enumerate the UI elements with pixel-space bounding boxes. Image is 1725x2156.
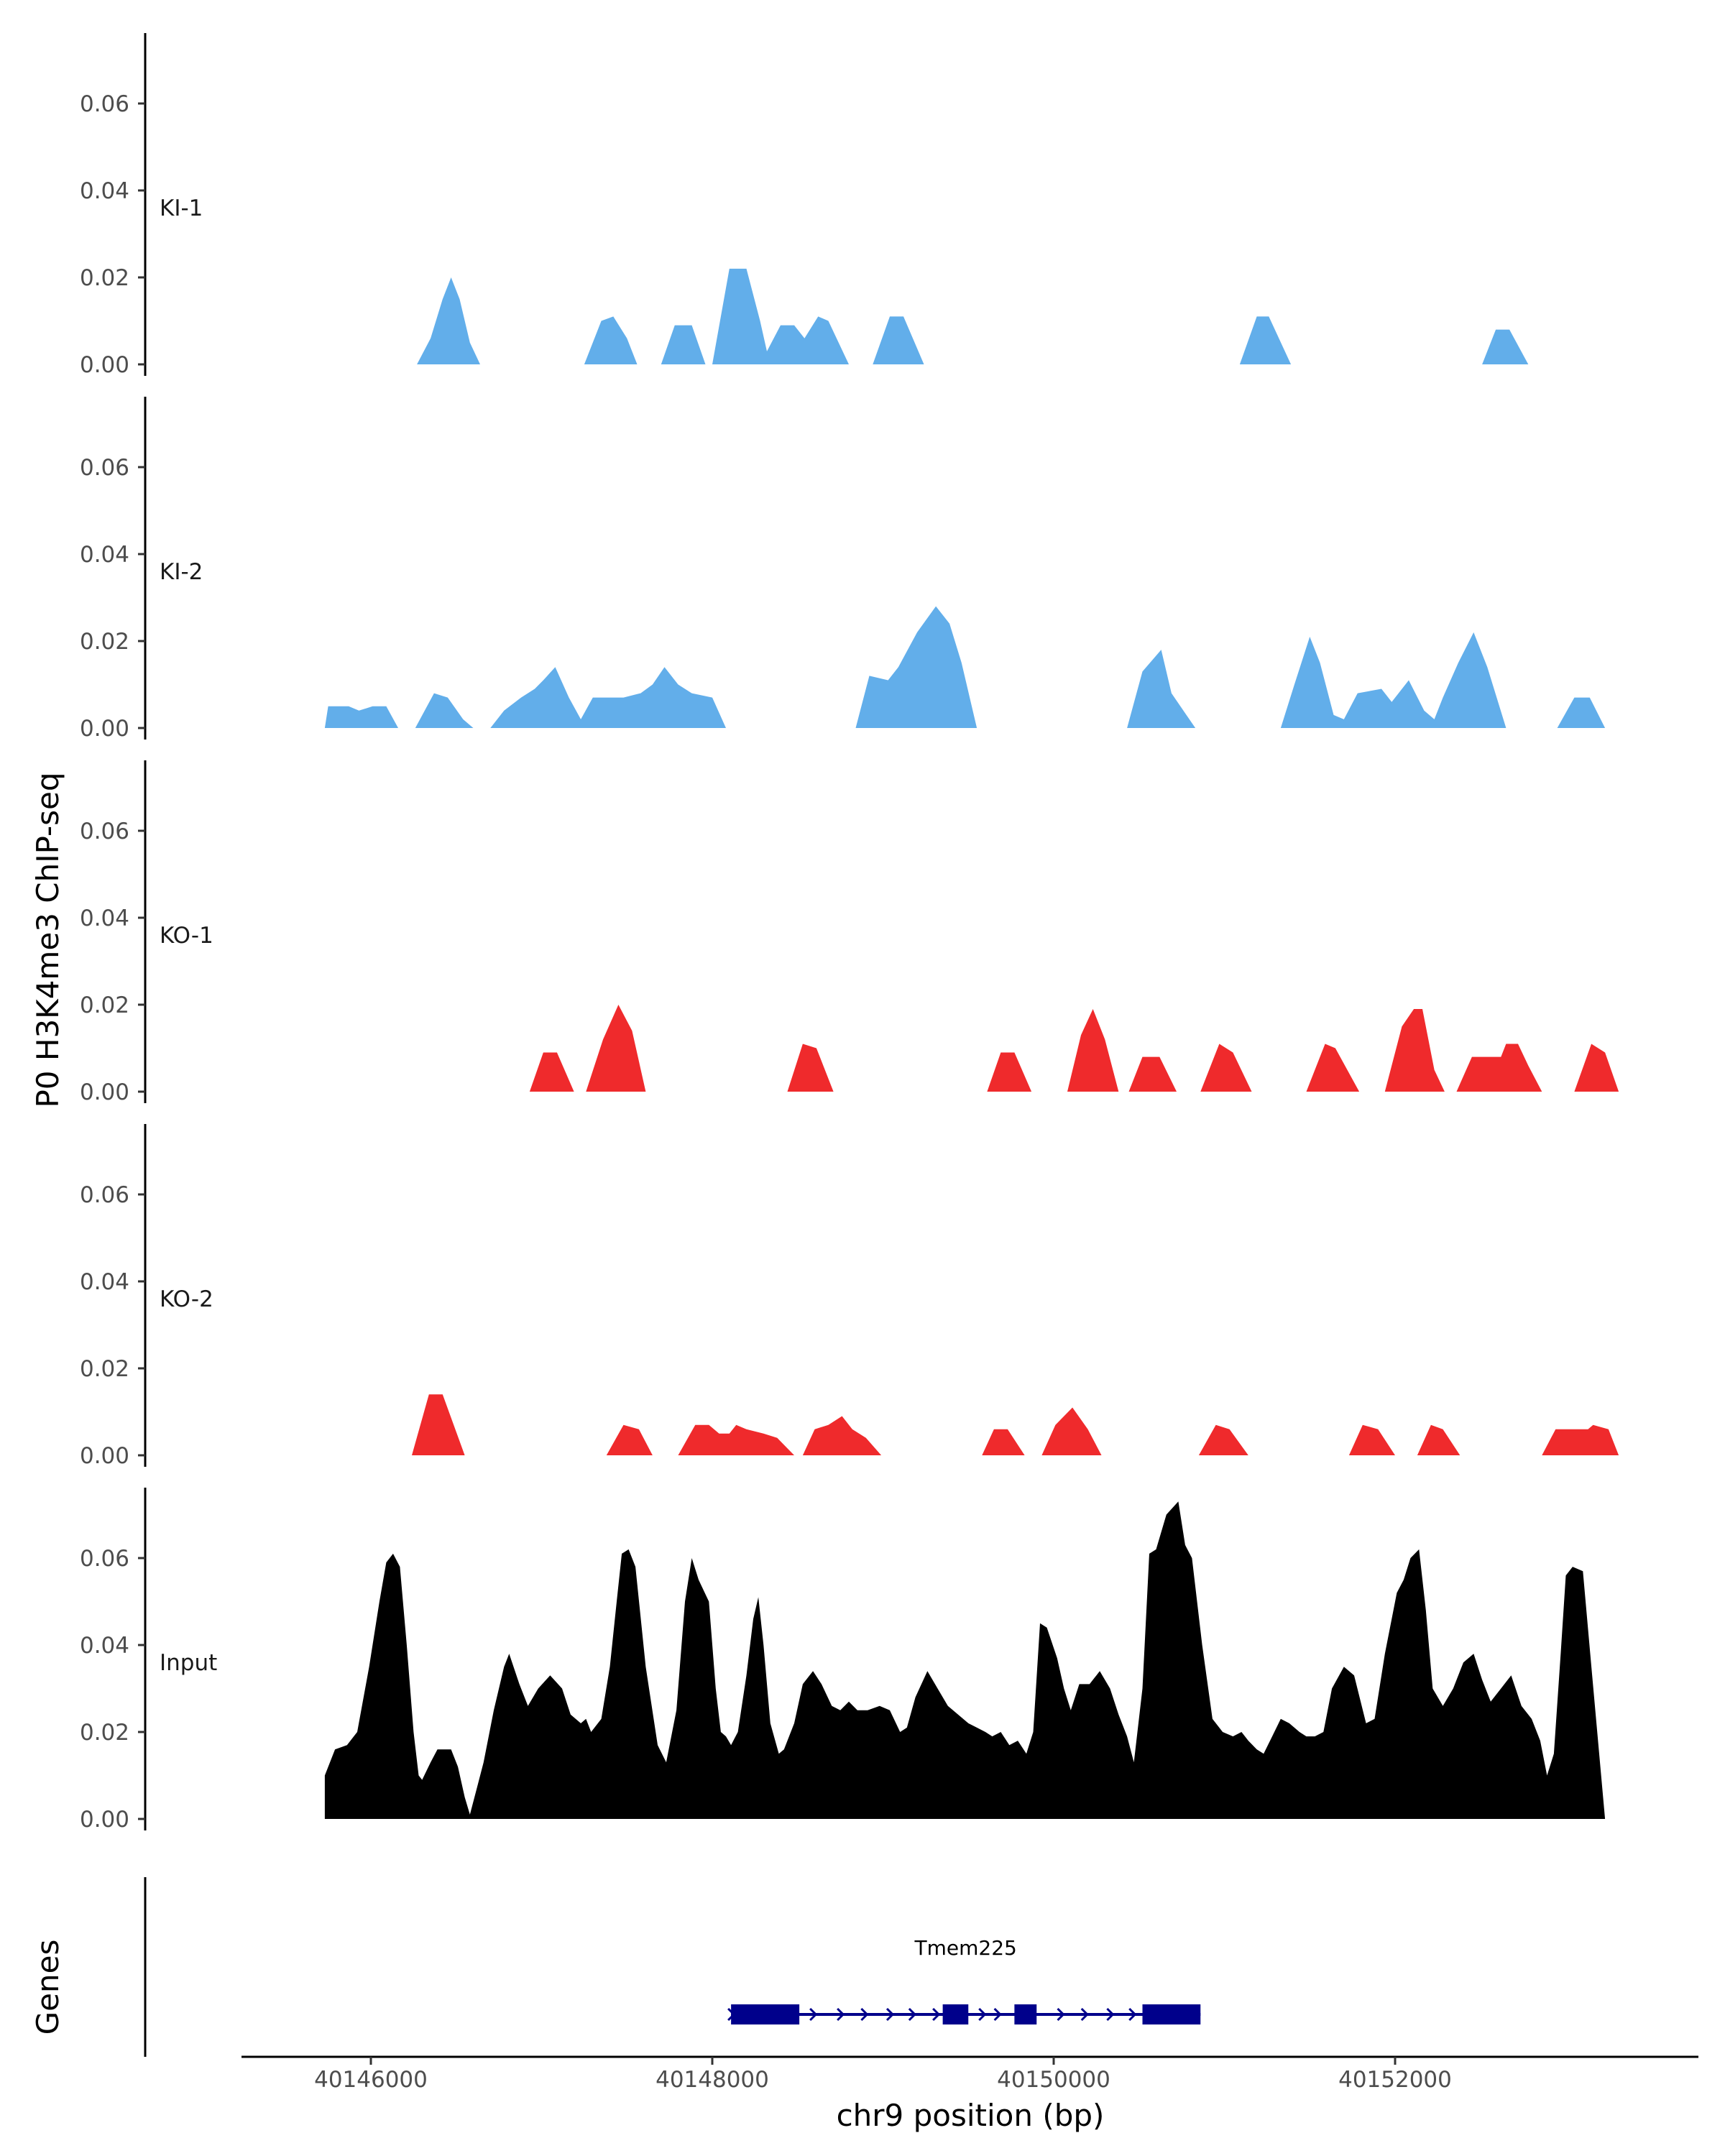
y-tick-label: 0.06	[80, 455, 129, 481]
track-label: Input	[160, 1650, 217, 1676]
y-tick-label: 0.06	[80, 1546, 129, 1572]
y-tick-label: 0.00	[80, 1807, 129, 1833]
y-tick-label: 0.00	[80, 716, 129, 742]
strand-arrow	[886, 2007, 895, 2022]
y-tick-label: 0.04	[80, 542, 129, 568]
genes-axis-title: Genes	[30, 1940, 65, 2035]
strand-arrow	[1080, 2007, 1089, 2022]
track-ki-1: 0.00 0.02 0.04 0.06 KI-1	[80, 33, 1529, 378]
y-tick-label: 0.00	[80, 1443, 129, 1469]
y-tick-label: 0.04	[80, 1633, 129, 1659]
track-ko-1: 0.00 0.02 0.04 0.06 KO-1	[80, 760, 1619, 1105]
track-ki-2: 0.00 0.02 0.04 0.06 KI-2	[80, 397, 1606, 742]
x-axis-title: chr9 position (bp)	[837, 2098, 1105, 2133]
y-axis-title: P0 H3K4me3 ChIP-seq	[30, 772, 65, 1107]
y-tick-label: 0.02	[80, 629, 129, 655]
track-label: KO-2	[160, 1286, 213, 1312]
x-tick-label: 40152000	[1338, 2067, 1452, 2093]
strand-arrow	[860, 2007, 869, 2022]
track-ko-2: 0.00 0.02 0.04 0.06 KO-2	[80, 1124, 1619, 1469]
y-tick-label: 0.06	[80, 819, 129, 844]
track-label: KI-2	[160, 559, 203, 585]
strand-arrow	[1128, 2007, 1137, 2022]
signal-area-ko-1	[529, 1005, 1619, 1092]
strand-arrow	[1106, 2007, 1115, 2022]
gene-exon	[942, 2004, 969, 2024]
x-tick-label: 40150000	[997, 2067, 1110, 2093]
strand-arrow	[932, 2007, 941, 2022]
strand-arrow	[908, 2007, 917, 2022]
y-tick-label: 0.02	[80, 1720, 129, 1746]
y-tick-label: 0.04	[80, 1269, 129, 1295]
signal-area-ko-2	[412, 1394, 1619, 1455]
strand-arrow	[809, 2007, 818, 2022]
strand-arrow	[993, 2007, 1002, 2022]
track-label: KO-1	[160, 923, 213, 949]
y-tick-label: 0.02	[80, 265, 129, 291]
x-tick-label: 40148000	[656, 2067, 769, 2093]
signal-area-input	[324, 1501, 1606, 1819]
y-tick-label: 0.02	[80, 992, 129, 1018]
signal-area-ki-1	[417, 268, 1529, 364]
gene-exon	[1142, 2004, 1201, 2024]
gene-exon	[731, 2004, 800, 2024]
y-tick-label: 0.04	[80, 178, 129, 204]
gene-exon	[1014, 2004, 1037, 2024]
x-axis: 40146000 40148000 40150000 40152000	[242, 2055, 1698, 2093]
strand-arrow	[1057, 2007, 1065, 2022]
strand-arrow	[837, 2007, 845, 2022]
strand-arrow	[978, 2007, 987, 2022]
y-tick-label: 0.02	[80, 1356, 129, 1382]
y-tick-label: 0.06	[80, 91, 129, 117]
gene-model	[727, 2004, 1201, 2024]
gene-label: Tmem225	[914, 1936, 1017, 1960]
x-tick-label: 40146000	[314, 2067, 428, 2093]
y-tick-label: 0.04	[80, 906, 129, 931]
genes-panel: Tmem225	[144, 1877, 1201, 2057]
y-tick-label: 0.00	[80, 352, 129, 378]
y-tick-label: 0.06	[80, 1182, 129, 1208]
track-input: 0.00 0.02 0.04 0.06 Input	[80, 1488, 1606, 1833]
track-label: KI-1	[160, 195, 203, 221]
signal-area-ki-2	[324, 606, 1606, 728]
y-tick-label: 0.00	[80, 1079, 129, 1105]
